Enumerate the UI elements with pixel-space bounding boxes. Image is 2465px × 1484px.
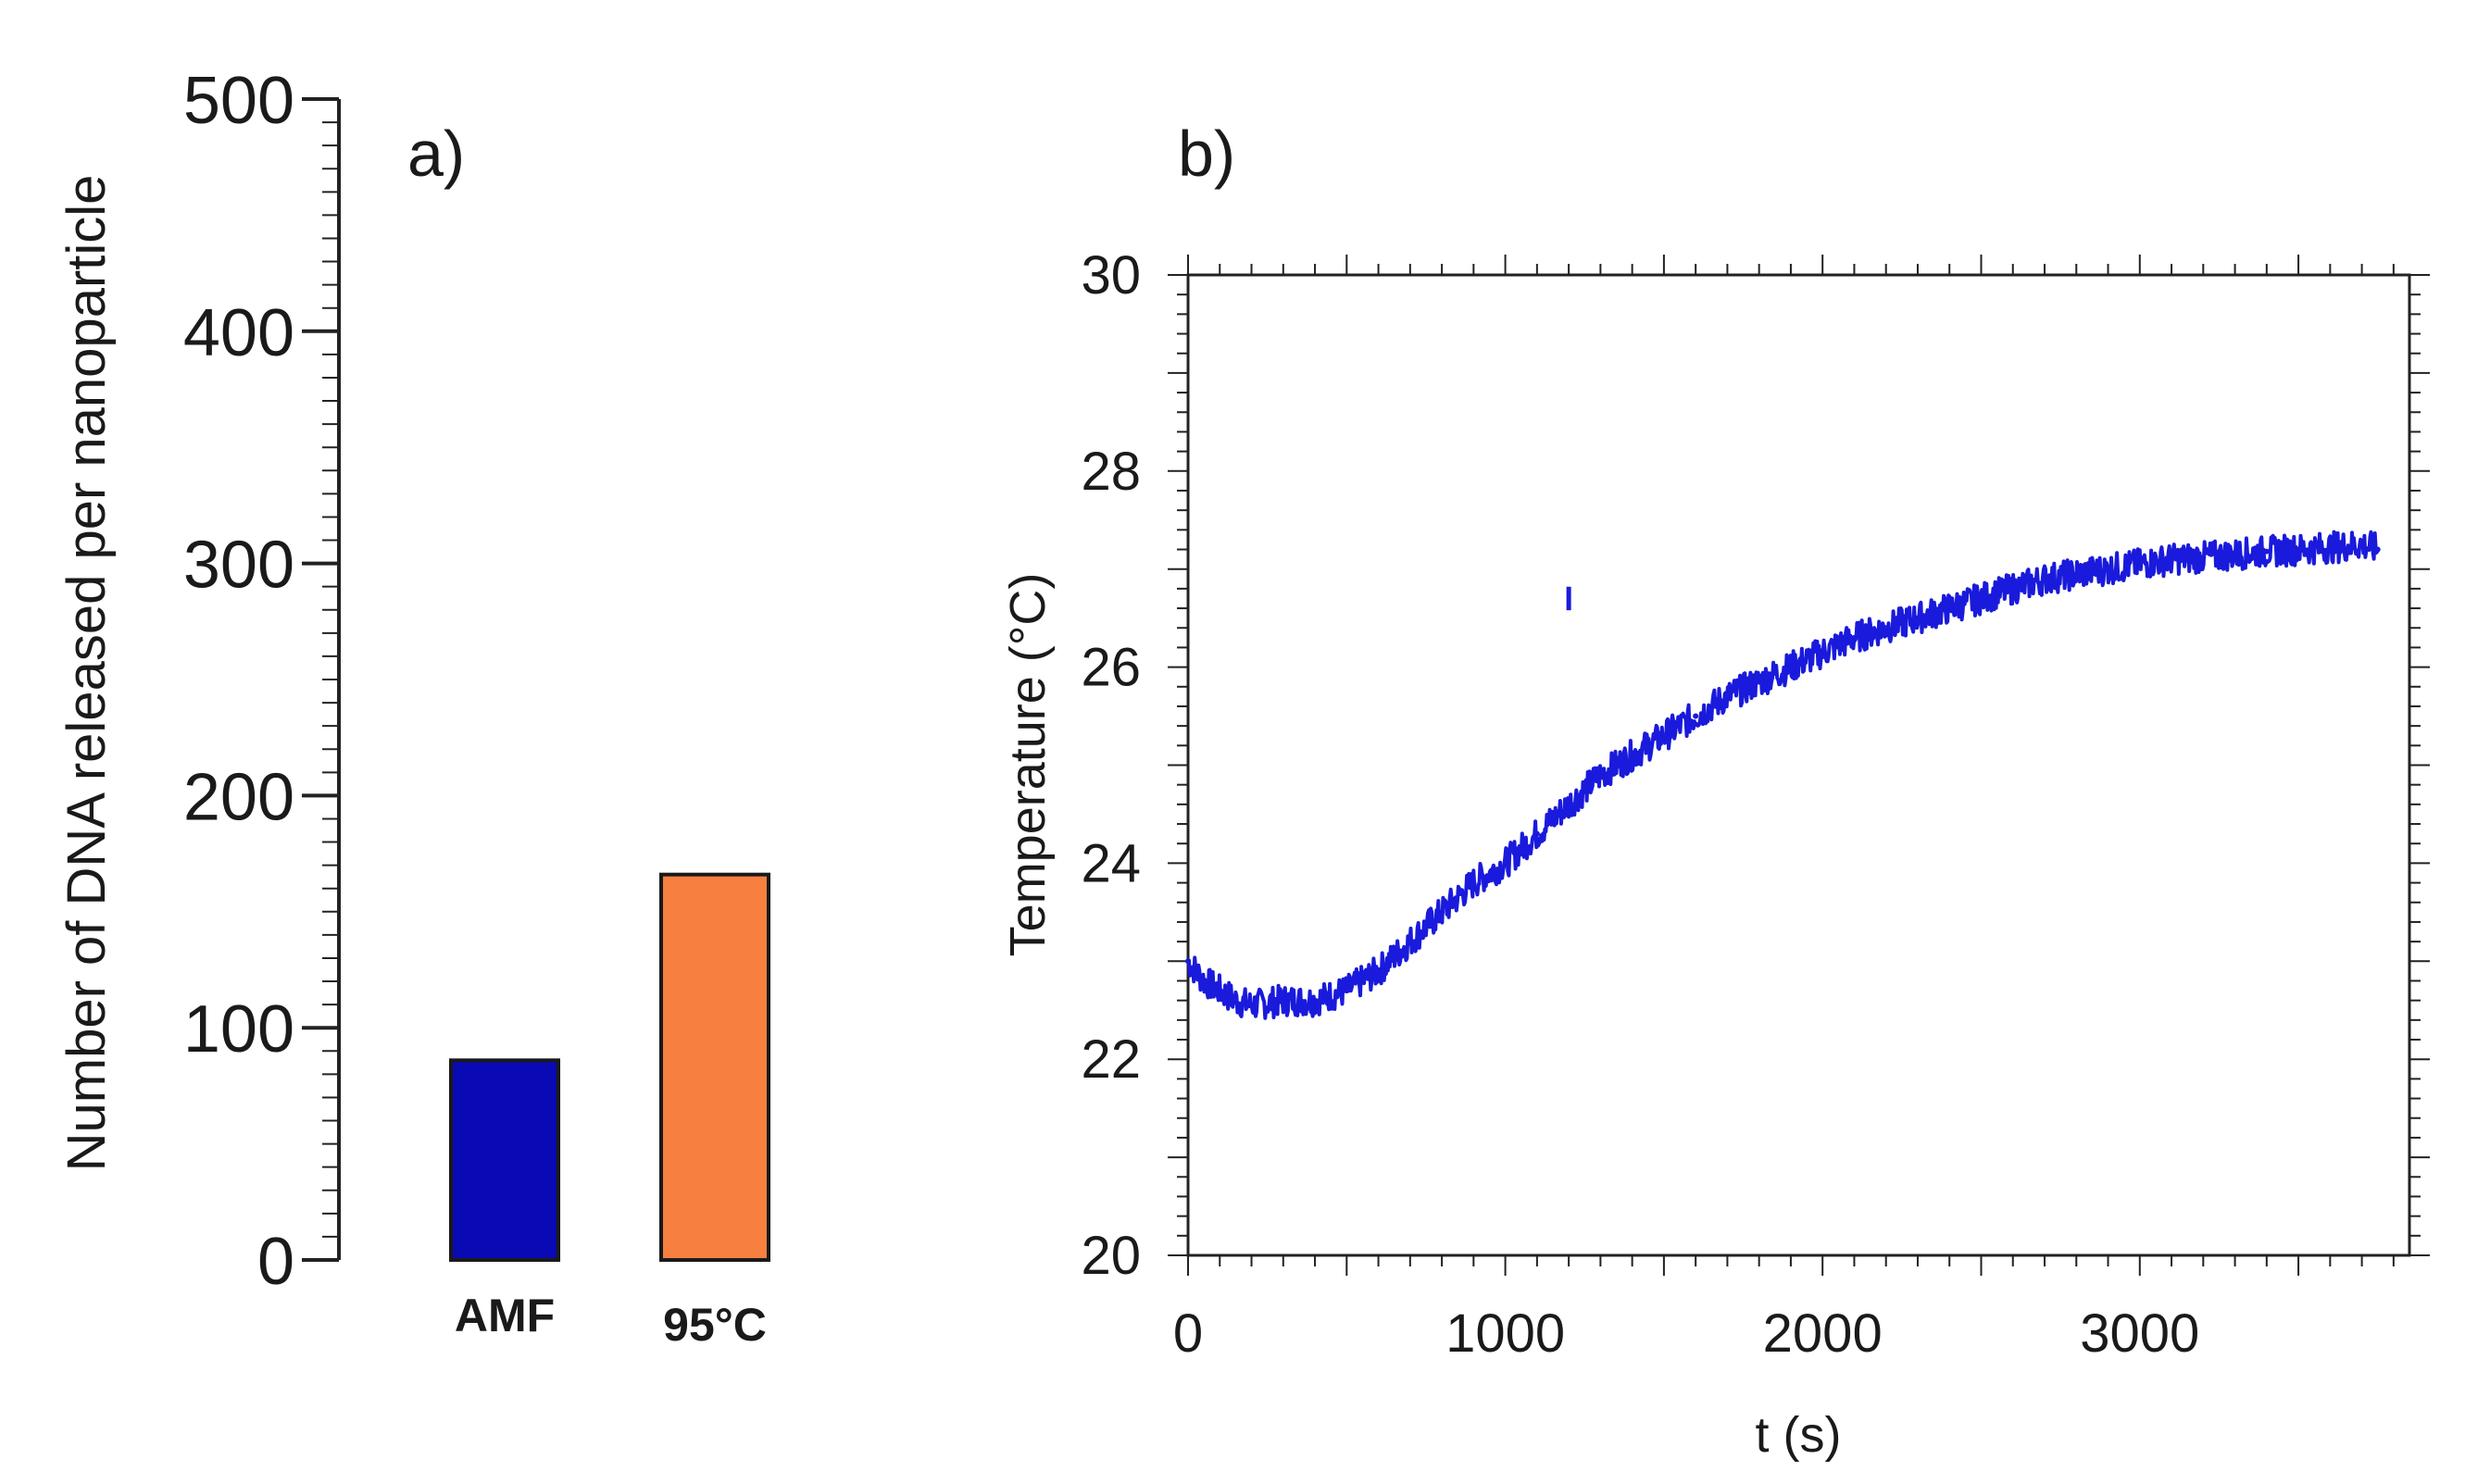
temperature-point bbox=[1407, 939, 1413, 945]
panel-b-y-axis-title: Temperature (°C) bbox=[1000, 573, 1056, 957]
temperature-point bbox=[2327, 544, 2334, 551]
temperature-point bbox=[1470, 879, 1477, 886]
temperature-point bbox=[1201, 978, 1207, 984]
temperature-point bbox=[2296, 546, 2302, 553]
temperature-point bbox=[1597, 772, 1604, 779]
line-chart-panel-b: b) t (s) Temperature (°C) 0 1000 2000 3000 2… bbox=[1000, 118, 2430, 1463]
temperature-point bbox=[1946, 605, 1953, 612]
temperature-point bbox=[2359, 542, 2365, 548]
temperature-point bbox=[2105, 566, 2111, 572]
panel-a-ticks: 0 100 200 300 400 500 bbox=[183, 64, 339, 1299]
panel-a-category-label: 95°C bbox=[663, 1299, 767, 1351]
panel-b-series bbox=[1185, 530, 2381, 1020]
temperature-point bbox=[2136, 561, 2143, 567]
temperature-point bbox=[1914, 615, 1921, 621]
temperature-point bbox=[2232, 551, 2238, 557]
temperature-point bbox=[2169, 556, 2175, 563]
panel-b-y-tick-label: 22 bbox=[1081, 1029, 1141, 1090]
panel-a-y-tick-label: 200 bbox=[183, 760, 294, 834]
temperature-point bbox=[1232, 997, 1239, 1004]
temperature-point bbox=[1280, 997, 1286, 1004]
panel-a-y-tick-label: 300 bbox=[183, 529, 294, 603]
panel-b-y-tick-label: 28 bbox=[1081, 442, 1141, 502]
temperature-point bbox=[1344, 988, 1350, 994]
temperature-point bbox=[2073, 570, 2080, 577]
temperature-point bbox=[1248, 1002, 1255, 1008]
temperature-point bbox=[1756, 679, 1762, 685]
panel-b-x-axis-title: t (s) bbox=[1756, 1407, 1842, 1463]
panel-a-y-tick-label: 100 bbox=[183, 992, 294, 1066]
panel-b-x-tick-label: 2000 bbox=[1763, 1303, 1883, 1364]
panel-b-y-tick-label: 26 bbox=[1081, 638, 1141, 698]
temperature-point bbox=[2263, 548, 2270, 555]
panel-b-y-tick-label: 30 bbox=[1081, 245, 1141, 306]
temperature-point bbox=[1660, 732, 1667, 739]
panel-b-x-tick-label: 3000 bbox=[2080, 1303, 2199, 1364]
panel-a-bars: AMF 95°C bbox=[449, 872, 770, 1351]
panel-a-y-tick-label: 0 bbox=[257, 1225, 294, 1299]
panel-a-category-label: AMF bbox=[455, 1290, 555, 1341]
temperature-series-line bbox=[1186, 530, 2380, 1020]
panel-b-x-tick-label: 0 bbox=[1173, 1303, 1203, 1364]
panel-a-y-tick-label: 500 bbox=[183, 64, 294, 138]
temperature-point bbox=[2200, 554, 2207, 560]
panel-b-y-tick-label: 24 bbox=[1081, 833, 1141, 893]
temperature-point bbox=[1978, 595, 1984, 602]
temperature-point bbox=[2009, 585, 2016, 592]
temperature-point bbox=[1883, 625, 1889, 631]
temperature-point bbox=[1375, 967, 1382, 974]
panel-b-y-tick-label: 20 bbox=[1081, 1226, 1141, 1286]
panel-b-plot-frame bbox=[1186, 273, 2411, 1257]
bar-95c bbox=[659, 872, 770, 1262]
temperature-point bbox=[1851, 634, 1858, 641]
temperature-point bbox=[1217, 988, 1223, 994]
temperature-point bbox=[1787, 664, 1794, 670]
panel-a-y-tick-label: 400 bbox=[183, 296, 294, 370]
temperature-point bbox=[1312, 997, 1319, 1004]
temperature-point bbox=[1185, 958, 1191, 965]
temperature-point bbox=[1629, 752, 1635, 758]
panel-b-x-tick-label: 1000 bbox=[1445, 1303, 1565, 1364]
panel-a-y-axis-title: Number of DNA released per nanoparticle bbox=[56, 175, 117, 1172]
temperature-point bbox=[1693, 713, 1699, 719]
temperature-point bbox=[1724, 693, 1731, 700]
temperature-point bbox=[1533, 830, 1540, 837]
temperature-point bbox=[1566, 801, 1572, 807]
temperature-point bbox=[2042, 576, 2048, 582]
bar-chart-panel-a: a) Number of DNA released per nanopartic… bbox=[56, 64, 770, 1351]
temperature-point bbox=[1439, 909, 1445, 916]
temperature-point bbox=[1820, 649, 1826, 655]
bar-amf bbox=[449, 1058, 560, 1263]
panel-b-ticks: 0 1000 2000 3000 20 22 24 26 28 30 bbox=[1081, 245, 2430, 1364]
panel-b-label: b) bbox=[1178, 118, 1235, 190]
temperature-point bbox=[2374, 546, 2381, 553]
panel-a-label: a) bbox=[407, 118, 465, 190]
temperature-point bbox=[1502, 860, 1508, 867]
